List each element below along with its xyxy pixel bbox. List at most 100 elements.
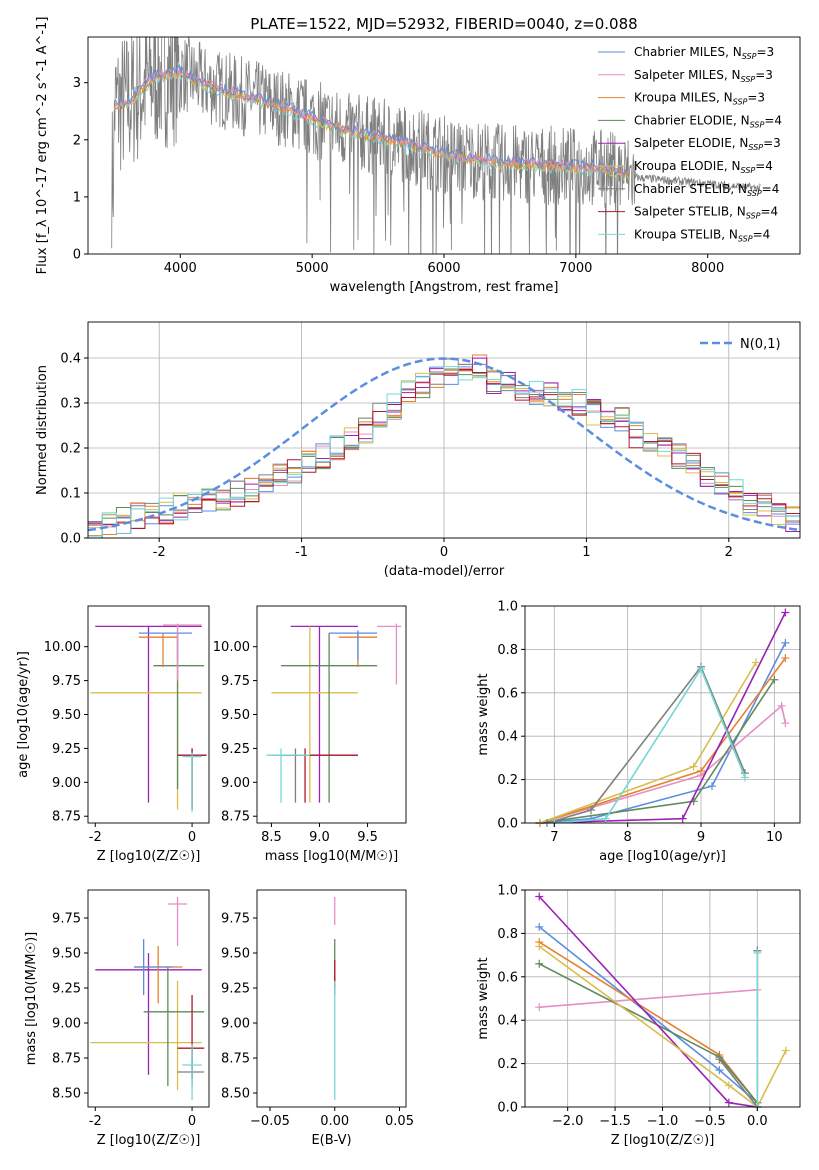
x-tick-label: 9: [697, 830, 705, 845]
axes-frame: [87, 889, 210, 1108]
y-tick-label: 9.50: [52, 947, 81, 962]
y-axis-label: mass [log10(M/M☉)]: [24, 932, 39, 1065]
weight-series-line: [539, 661, 757, 824]
x-tick-label: 9.5: [357, 830, 378, 845]
weight-point: [770, 675, 779, 684]
x-tick-label: 8: [624, 830, 632, 845]
y-tick-label: 0.3: [60, 397, 81, 412]
weight-point: [777, 701, 786, 710]
weight-series-line: [538, 945, 787, 1109]
x-tick-label: -2: [89, 830, 102, 845]
weight-point: [724, 1098, 733, 1107]
weight-point: [601, 814, 610, 823]
y-tick-label: 9.00: [221, 776, 250, 791]
y-tick-label: 0.0: [497, 1101, 518, 1116]
y-axis-label: mass weight: [476, 673, 491, 755]
weight-point: [741, 773, 749, 782]
weight-series-line: [539, 950, 759, 1008]
model-series-line: [114, 67, 629, 177]
weight-point: [781, 1046, 790, 1055]
spectrum-observed: [111, 37, 761, 254]
y-tick-label: 0.6: [497, 686, 518, 701]
model-series-line: [114, 63, 629, 176]
legend-entry: Chabrier MILES, NSSP=3: [634, 45, 774, 61]
y-tick-label: 0.2: [60, 442, 81, 457]
legend-entry: Salpeter ELODIE, NSSP=3: [634, 136, 781, 152]
x-tick-label: 7: [550, 830, 558, 845]
weight-series-line: [539, 657, 786, 824]
legend-entry: Salpeter STELIB, NSSP=4: [634, 205, 778, 221]
y-axis-label: age [log10(age/yr)]: [16, 651, 31, 778]
weight-series-line: [538, 941, 758, 1104]
chart-title: PLATE=1522, MJD=52932, FIBERID=0040, z=0…: [250, 15, 637, 33]
x-tick-label: 1: [582, 545, 590, 560]
legend-entry: Chabrier STELIB, NSSP=4: [634, 182, 779, 198]
y-tick-label: 0.4: [497, 1014, 518, 1029]
x-axis-label: age [log10(age/yr)]: [599, 849, 726, 864]
legend-entry: Kroupa ELODIE, NSSP=4: [634, 159, 773, 175]
weight-point: [724, 1081, 733, 1090]
marks-layer: [87, 37, 801, 1111]
y-tick-label: 9.25: [221, 982, 250, 997]
x-tick-label: -1: [295, 545, 308, 560]
histogram-series: [88, 368, 800, 530]
weight-series-line: [718, 950, 759, 1110]
weight-series-line: [539, 642, 787, 824]
x-axis-label: E(B-V): [311, 1133, 351, 1148]
y-tick-label: 9.50: [52, 708, 81, 723]
weight-point: [715, 1066, 724, 1075]
y-tick-label: 1.0: [497, 884, 518, 899]
y-tick-label: 9.50: [221, 708, 250, 723]
x-tick-label: 8.5: [261, 830, 282, 845]
weight-point: [697, 664, 705, 673]
normal-curve: [87, 357, 801, 532]
y-tick-label: 0.8: [497, 643, 518, 658]
x-tick-label: −1.0: [647, 1114, 679, 1129]
x-tick-label: -2: [153, 545, 166, 560]
y-tick-label: 9.50: [221, 947, 250, 962]
y-axis-label: Normed distribution: [35, 365, 50, 495]
y-tick-label: 8.50: [221, 1087, 250, 1102]
y-tick-label: 0.6: [497, 970, 518, 985]
y-tick-label: 9.75: [221, 674, 250, 689]
y-tick-label: 2: [73, 133, 81, 148]
weight-point: [781, 719, 790, 728]
x-tick-label: 2: [725, 545, 733, 560]
weight-series-line: [539, 704, 787, 824]
x-axis-label: (data-model)/error: [384, 564, 505, 579]
x-tick-label: 8000: [691, 261, 724, 276]
x-tick-label: −2.0: [552, 1114, 584, 1129]
legend-entry: N(0,1): [740, 337, 781, 352]
y-tick-label: 10.00: [213, 640, 250, 655]
y-tick-label: 9.75: [221, 912, 250, 927]
y-tick-label: 0.1: [60, 487, 81, 502]
weight-series-line: [554, 667, 746, 824]
y-tick-label: 9.00: [52, 776, 81, 791]
weight-series-line: [546, 665, 746, 824]
weight-point: [535, 892, 544, 901]
y-tick-label: 0.0: [60, 532, 81, 547]
weight-point: [678, 814, 687, 823]
weight-point: [535, 959, 544, 968]
weight-point: [535, 942, 544, 951]
x-tick-label: 0: [188, 830, 196, 845]
legend-entry: Chabrier ELODIE, NSSP=4: [634, 113, 782, 129]
x-tick-label: 0.05: [385, 1114, 414, 1129]
x-axis-label: Z [log10(Z/Z☉)]: [97, 849, 201, 864]
x-tick-label: 0.0: [747, 1114, 768, 1129]
x-tick-label: 0.00: [320, 1114, 349, 1129]
weight-point: [715, 1055, 724, 1064]
x-tick-label: 4000: [164, 261, 197, 276]
weight-point: [689, 762, 698, 771]
weight-point: [697, 766, 705, 775]
y-tick-label: 9.00: [52, 1017, 81, 1032]
x-tick-label: 0: [440, 545, 448, 560]
y-tick-label: 0.8: [497, 927, 518, 942]
legend-entry: Salpeter MILES, NSSP=3: [634, 68, 773, 84]
y-tick-label: 9.25: [52, 982, 81, 997]
x-tick-label: -2: [89, 1114, 102, 1129]
y-tick-label: 8.75: [221, 810, 250, 825]
weight-point: [535, 1003, 544, 1012]
